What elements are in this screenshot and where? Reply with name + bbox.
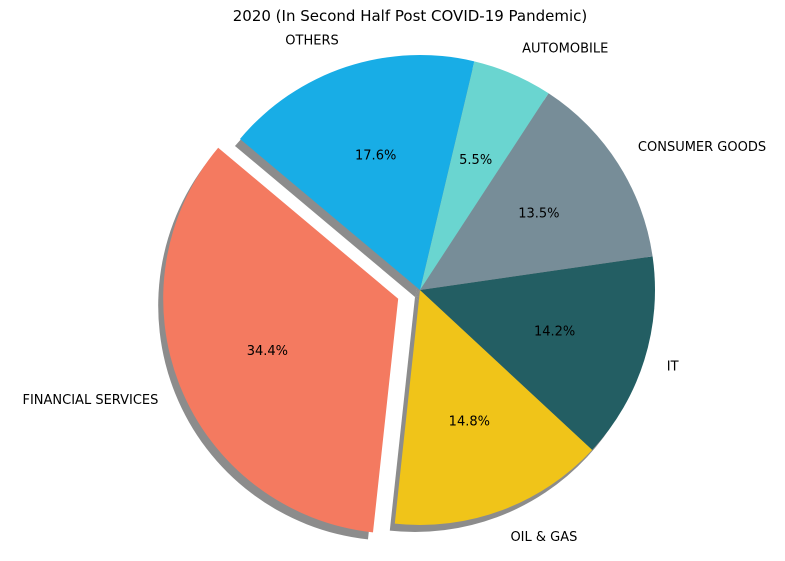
chart-title: 2020 (In Second Half Post COVID-19 Pande… <box>233 7 588 25</box>
slice-others <box>239 55 475 291</box>
slice-pct-label-others: 17.6% <box>355 149 396 164</box>
slice-label-consumer-goods: CONSUMER GOODS <box>638 140 766 155</box>
slice-pct-label-automobile: 5.5% <box>459 153 492 168</box>
slice-pct-label-consumer-goods: 13.5% <box>518 207 559 222</box>
slice-label-financial-services: FINANCIAL SERVICES <box>22 393 158 408</box>
slice-it <box>420 256 655 450</box>
pie-label-layer: FINANCIAL SERVICES 34.4% OIL & GAS 14.8% IT 1… <box>22 34 766 545</box>
slice-label-others: OTHERS <box>285 34 338 49</box>
slice-label-oil-and-gas: OIL & GAS <box>510 530 577 545</box>
slice-pct-label-oil-and-gas: 14.8% <box>449 415 490 430</box>
slice-label-it: IT <box>667 359 679 374</box>
slice-label-automobile: AUTOMOBILE <box>522 42 608 57</box>
slice-financial-services <box>163 147 399 533</box>
slice-consumer-goods <box>420 93 653 290</box>
slice-pct-label-financial-services: 34.4% <box>247 344 288 359</box>
slice-automobile <box>420 61 549 290</box>
slice-oil-and-gas <box>394 290 593 526</box>
slice-pct-label-it: 14.2% <box>534 324 575 339</box>
pie-slice-layer <box>163 55 655 533</box>
